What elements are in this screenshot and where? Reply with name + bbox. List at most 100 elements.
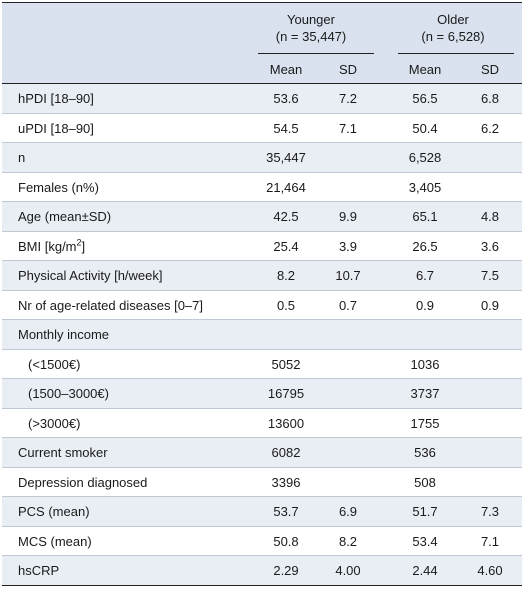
older-sd-cell: 7.1 xyxy=(480,533,500,549)
younger-label: Younger xyxy=(287,12,335,27)
table-row: Age (mean±SD) 42.5 9.9 65.1 4.8 xyxy=(2,202,522,232)
older-mean-cell: 0.9 xyxy=(415,297,435,313)
younger-mean-header: Mean xyxy=(269,62,303,77)
older-sd-cell: 7.3 xyxy=(480,504,500,519)
younger-sd-cell: 8.2 xyxy=(338,533,358,549)
row-label-text: MCS (mean) xyxy=(18,533,92,549)
row-label: Nr of age-related diseases [0–7] xyxy=(18,291,203,320)
younger-mean-cell: 8.2 xyxy=(276,268,296,283)
younger-mean-cell: 53.7 xyxy=(273,504,299,519)
older-mean-cell: 50.4 xyxy=(412,120,438,136)
older-mean-cell: 2.44 xyxy=(412,563,438,578)
table-body: hPDI [18–90] 53.6 7.2 56.5 6.8 uPDI [18–90] 54… xyxy=(2,84,522,586)
older-sd-cell: 6.8 xyxy=(480,91,500,106)
row-label-text: Nr of age-related diseases [0–7] xyxy=(18,297,203,313)
row-label-text: Depression diagnosed xyxy=(18,474,148,490)
younger-sd-cell: 7.1 xyxy=(338,120,358,136)
older-sd-cell: 6.2 xyxy=(480,120,500,136)
younger-mean-cell: 50.8 xyxy=(273,533,299,549)
younger-sd-cell: 9.9 xyxy=(338,209,358,224)
older-mean-header: Mean xyxy=(408,62,442,77)
row-label: Current smoker xyxy=(18,438,108,467)
younger-group-header: Younger (n = 35,447) xyxy=(249,11,373,45)
row-label-text: (>3000€) xyxy=(28,415,81,431)
older-mean-cell: 51.7 xyxy=(412,504,438,519)
table-header: Younger (n = 35,447) Older (n = 6,528) M… xyxy=(2,2,522,84)
row-label-text: hPDI [18–90] xyxy=(18,91,94,106)
older-mean-cell: 508 xyxy=(414,474,436,490)
older-mean-cell: 6.7 xyxy=(415,268,435,283)
table-row: hPDI [18–90] 53.6 7.2 56.5 6.8 xyxy=(2,84,522,114)
row-label: (>3000€) xyxy=(28,409,80,438)
table-row: Females (n%) 21,464 3,405 xyxy=(2,173,522,202)
row-label-superscript: 2 xyxy=(76,237,82,248)
row-label: (<1500€) xyxy=(28,350,80,379)
younger-mean-cell: 25.4 xyxy=(273,238,299,254)
older-mean-cell: 53.4 xyxy=(412,533,438,549)
table-row: Physical Activity [h/week] 8.2 10.7 6.7 7.5 xyxy=(2,261,522,291)
older-group-header: Older (n = 6,528) xyxy=(388,11,518,45)
table-row: (>3000€) 13600 1755 xyxy=(2,409,522,438)
row-label: Age (mean±SD) xyxy=(18,202,111,231)
older-mean-cell: 1036 xyxy=(410,356,440,372)
older-mean-cell: 3737 xyxy=(410,386,440,401)
row-label-text: n xyxy=(18,150,26,165)
older-mean-cell: 3,405 xyxy=(408,179,442,195)
table-row: (<1500€) 5052 1036 xyxy=(2,350,522,379)
row-label: (1500–3000€) xyxy=(28,379,109,408)
table-row: Depression diagnosed 3396 508 xyxy=(2,468,522,497)
row-label: uPDI [18–90] xyxy=(18,114,94,143)
older-mean-cell: 536 xyxy=(414,445,436,460)
table-row: Monthly income xyxy=(2,320,522,350)
table-row: Current smoker 6082 536 xyxy=(2,438,522,468)
row-label-text: uPDI [18–90] xyxy=(18,120,94,136)
younger-sd-header: SD xyxy=(338,62,358,77)
row-label: Depression diagnosed xyxy=(18,468,147,497)
row-label-text: Females (n%) xyxy=(18,179,99,195)
older-sd-header: SD xyxy=(480,62,500,77)
younger-mean-cell: 3396 xyxy=(271,474,301,490)
older-mean-cell: 26.5 xyxy=(412,238,438,254)
younger-mean-cell: 5052 xyxy=(271,356,301,372)
row-label-text: (<1500€) xyxy=(28,356,81,372)
younger-mean-cell: 54.5 xyxy=(273,120,299,136)
younger-mean-cell: 2.29 xyxy=(273,563,299,578)
younger-mean-cell: 53.6 xyxy=(273,91,299,106)
row-label: hPDI [18–90] xyxy=(18,84,94,113)
table-row: Nr of age-related diseases [0–7] 0.5 0.7 0.… xyxy=(2,291,522,320)
younger-sd-cell: 0.7 xyxy=(338,297,358,313)
characteristics-table: Younger (n = 35,447) Older (n = 6,528) M… xyxy=(2,2,522,586)
older-n: (n = 6,528) xyxy=(421,29,485,44)
row-label: MCS (mean) xyxy=(18,527,92,556)
younger-sd-cell: 7.2 xyxy=(338,91,358,106)
row-label-text: Physical Activity [h/week] xyxy=(18,268,163,283)
younger-sd-cell: 4.00 xyxy=(335,563,361,578)
younger-mean-cell: 0.5 xyxy=(276,297,296,313)
older-mean-cell: 56.5 xyxy=(412,91,438,106)
younger-sd-cell: 6.9 xyxy=(338,504,358,519)
table-row: hsCRP 2.29 4.00 2.44 4.60 xyxy=(2,556,522,586)
row-label: PCS (mean) xyxy=(18,497,90,526)
row-label: Females (n%) xyxy=(18,173,99,202)
table-row: (1500–3000€) 16795 3737 xyxy=(2,379,522,409)
table-row: uPDI [18–90] 54.5 7.1 50.4 6.2 xyxy=(2,114,522,143)
older-sd-cell: 0.9 xyxy=(480,297,500,313)
younger-mean-cell: 35,447 xyxy=(266,150,306,165)
younger-mean-cell: 42.5 xyxy=(273,209,299,224)
row-label-text: Current smoker xyxy=(18,445,108,460)
row-label: Monthly income xyxy=(18,320,109,349)
older-sd-cell: 3.6 xyxy=(480,238,500,254)
younger-rule xyxy=(258,53,374,54)
row-label-text: (1500–3000€) xyxy=(28,386,109,401)
older-mean-cell: 65.1 xyxy=(412,209,438,224)
row-label: hsCRP xyxy=(18,556,59,585)
younger-sd-cell: 10.7 xyxy=(335,268,361,283)
row-label-text: BMI [kg/m xyxy=(18,238,77,254)
older-mean-cell: 1755 xyxy=(410,415,440,431)
younger-mean-cell: 21,464 xyxy=(266,179,306,195)
row-label-suffix: ] xyxy=(81,238,86,254)
older-sd-cell: 4.60 xyxy=(477,563,503,578)
row-label: Physical Activity [h/week] xyxy=(18,261,163,290)
younger-n: (n = 35,447) xyxy=(275,29,347,44)
younger-mean-cell: 6082 xyxy=(271,445,301,460)
